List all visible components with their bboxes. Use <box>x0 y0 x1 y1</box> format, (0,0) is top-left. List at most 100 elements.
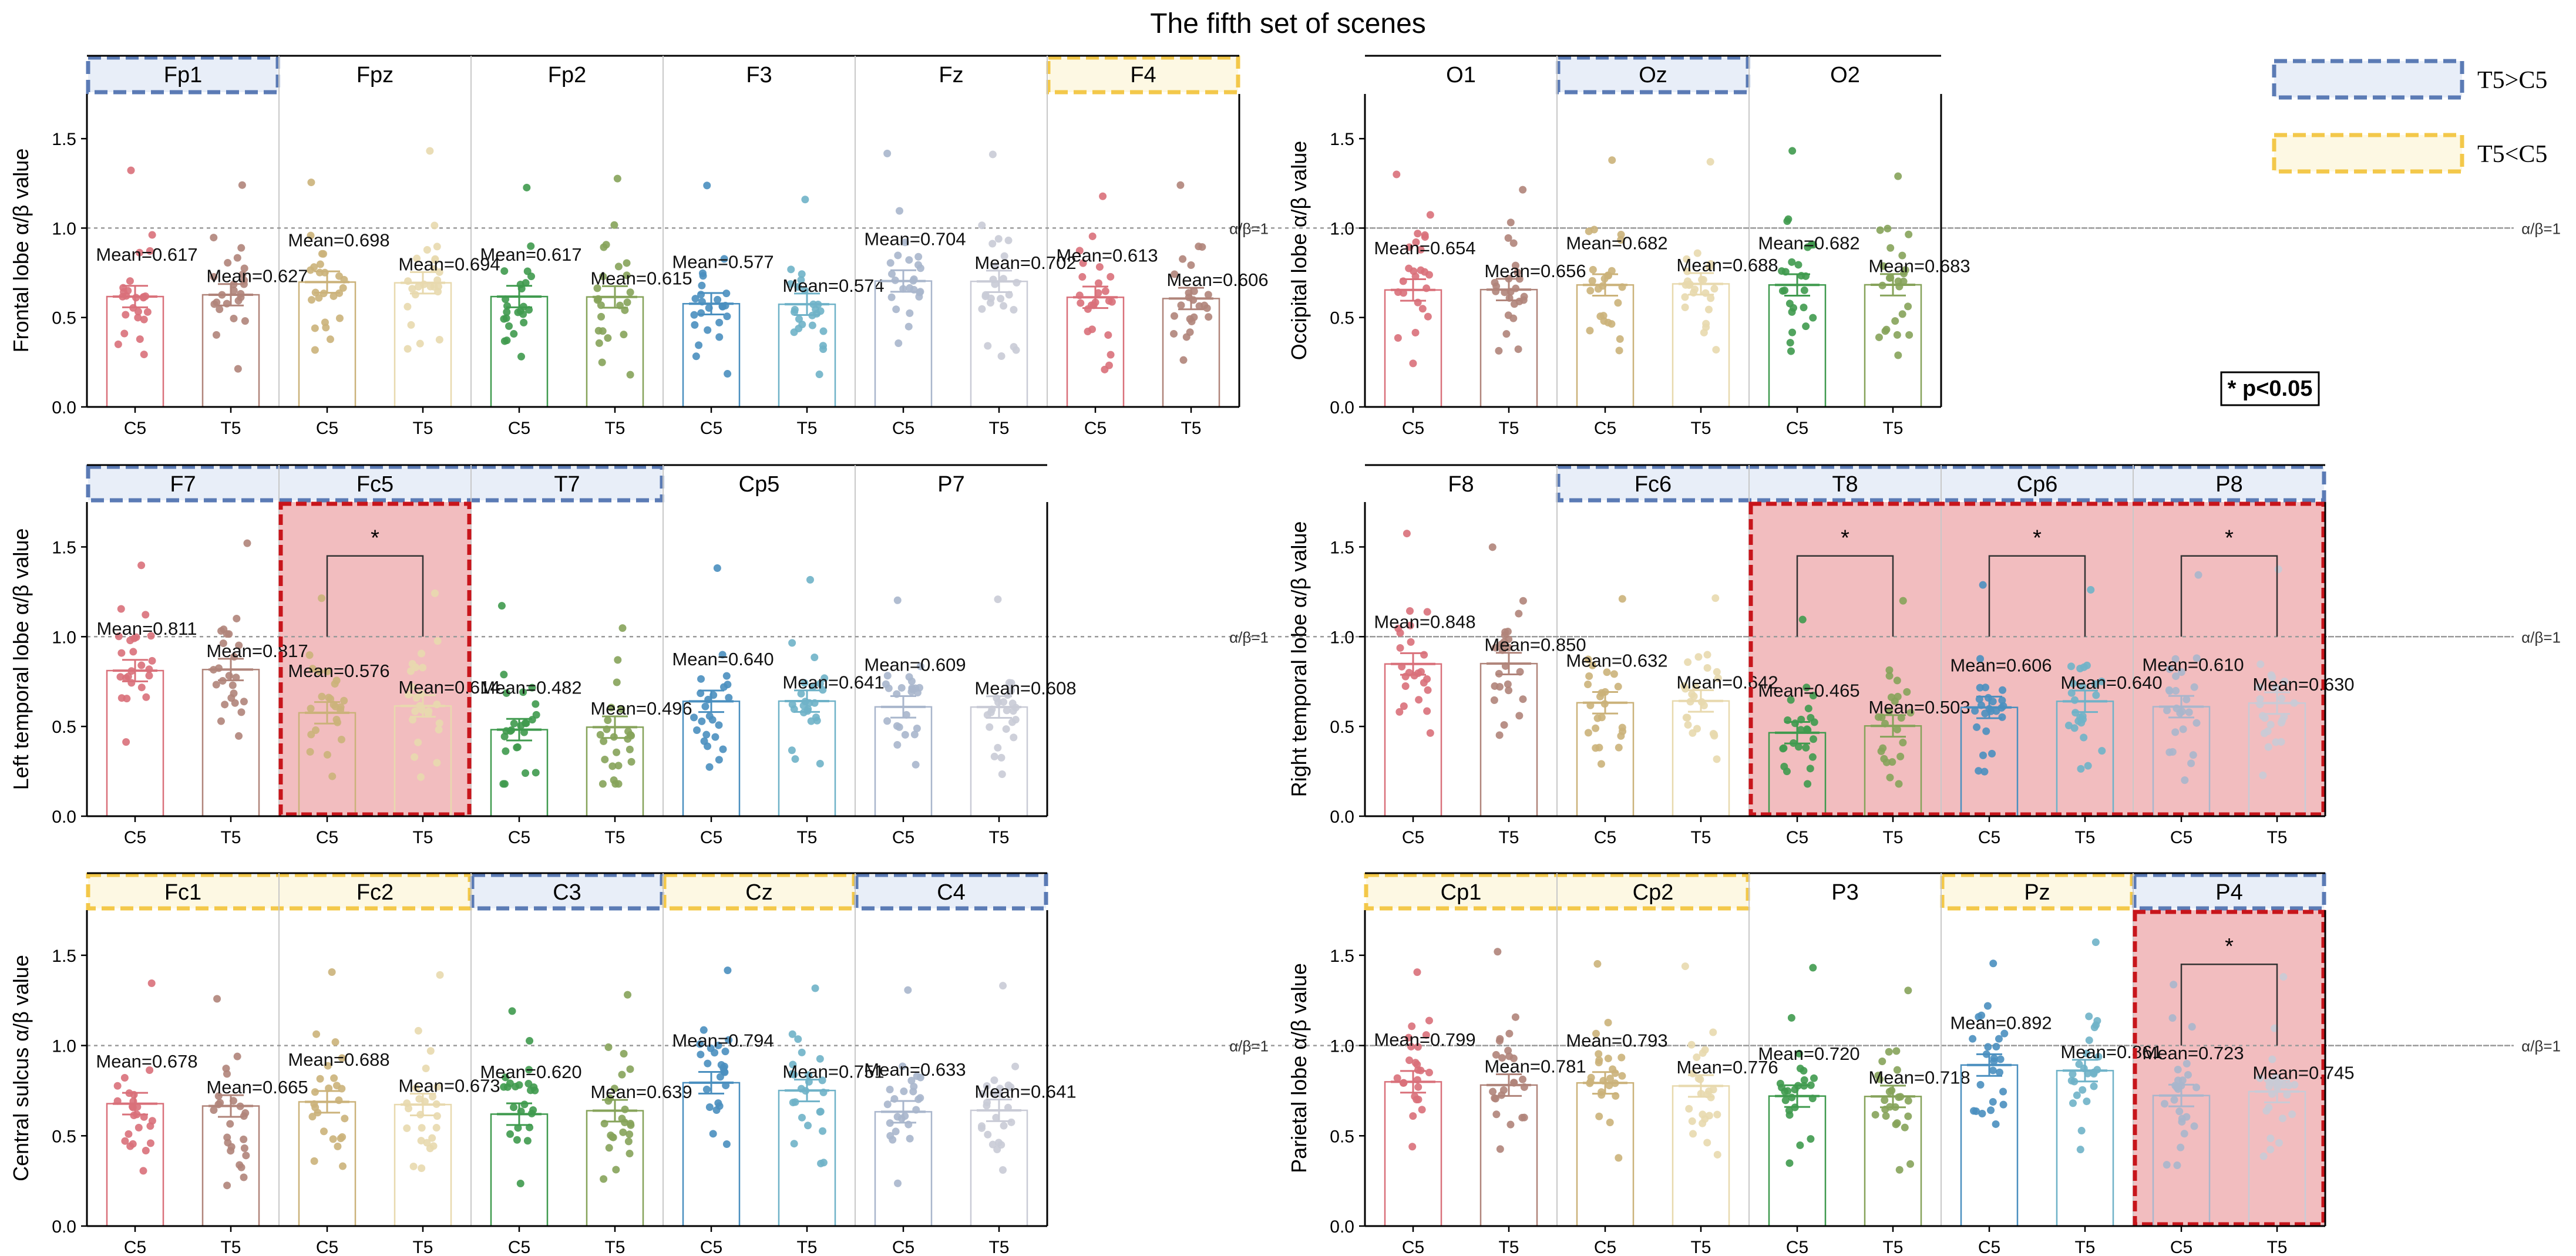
data-point <box>510 1103 518 1112</box>
y-axis-label: Occipital lobe α/β value <box>1287 141 1311 361</box>
data-point <box>1983 1002 1992 1010</box>
data-point <box>788 639 796 647</box>
data-point <box>1514 268 1522 277</box>
data-point <box>1905 331 1913 339</box>
data-point <box>1713 755 1721 763</box>
bar-C4-C5 <box>874 1111 933 1227</box>
data-point <box>1614 299 1622 307</box>
mean-label-Cp2-C5: Mean=0.793 <box>1566 1031 1667 1051</box>
electrode-label-P3: P3 <box>1831 880 1858 905</box>
data-point <box>408 682 416 691</box>
x-tick-label: T5 <box>1690 1238 1711 1256</box>
data-point <box>910 1082 918 1090</box>
data-point <box>691 295 700 303</box>
legend-label-1: T5>C5 <box>2477 67 2547 94</box>
data-point <box>1519 296 1528 304</box>
data-point <box>1998 713 2006 721</box>
data-point <box>126 637 134 645</box>
data-point <box>337 1134 345 1143</box>
data-point <box>506 1130 514 1138</box>
x-tick-label: C5 <box>316 1238 338 1256</box>
y-tick-label: 0.0 <box>1330 807 1354 827</box>
data-point <box>514 1124 522 1132</box>
data-point <box>715 756 723 764</box>
data-point <box>697 291 705 299</box>
data-point <box>2192 1083 2201 1092</box>
data-point <box>1714 674 1722 682</box>
data-point <box>816 307 825 315</box>
data-point <box>912 760 920 769</box>
data-point <box>984 342 992 350</box>
data-point <box>1405 264 1413 272</box>
data-point <box>1190 313 1198 321</box>
data-point <box>901 1112 909 1120</box>
data-point <box>310 1157 318 1165</box>
data-point <box>126 277 134 285</box>
data-point <box>2077 765 2085 773</box>
ref-line-label: α/β=1 <box>1229 628 1269 646</box>
data-point <box>432 1124 440 1132</box>
data-point <box>797 276 805 284</box>
x-tick-label: T5 <box>988 1238 1009 1256</box>
data-point <box>819 686 827 694</box>
x-tick-label: C5 <box>1978 1238 2000 1256</box>
data-point <box>1616 335 1624 343</box>
data-point <box>1703 651 1711 659</box>
data-point <box>520 1100 529 1109</box>
data-point <box>811 654 819 662</box>
data-point <box>2190 683 2198 691</box>
data-point <box>1421 233 1429 241</box>
y-tick-label: 0.0 <box>52 398 76 417</box>
data-point <box>329 292 338 300</box>
x-tick-label: T5 <box>2074 828 2095 847</box>
data-point <box>998 770 1006 779</box>
data-point <box>2097 678 2106 686</box>
mean-label-P7-C5: Mean=0.609 <box>864 655 966 675</box>
data-point <box>614 780 623 788</box>
data-point <box>816 679 824 688</box>
data-point <box>1101 287 1109 295</box>
data-point <box>2079 682 2087 691</box>
data-point <box>1976 1080 1985 1089</box>
data-point <box>899 1062 907 1070</box>
data-point <box>2093 1016 2101 1025</box>
data-point <box>1992 707 2000 715</box>
data-point <box>1584 655 1592 664</box>
mean-label-Cp5-C5: Mean=0.640 <box>672 649 774 669</box>
electrode-label-Fc2: Fc2 <box>357 880 394 905</box>
data-point <box>503 308 511 316</box>
data-point <box>2259 771 2267 779</box>
data-point <box>1491 682 1499 690</box>
data-point <box>816 759 824 767</box>
data-point <box>1495 346 1503 355</box>
mean-label-O2-C5: Mean=0.682 <box>1758 233 1859 253</box>
bar-F4-C5 <box>1066 297 1125 408</box>
data-point <box>1809 314 1817 322</box>
data-point <box>1987 1106 1995 1114</box>
x-tick-label: C5 <box>1786 1238 1808 1256</box>
data-point <box>1798 615 1807 624</box>
data-point <box>1680 682 1688 690</box>
mean-label-P4-C5: Mean=0.723 <box>2142 1043 2244 1063</box>
x-tick-label: T5 <box>220 1238 241 1256</box>
data-point <box>801 679 809 687</box>
data-point <box>893 596 902 604</box>
data-point <box>2165 687 2174 695</box>
x-tick-label: C5 <box>124 1238 146 1256</box>
data-point <box>722 1140 731 1149</box>
data-point <box>240 1173 248 1181</box>
data-point <box>1414 230 1422 238</box>
data-point <box>2172 686 2180 695</box>
data-point <box>1702 319 1710 328</box>
data-point <box>1598 713 1606 722</box>
data-point <box>907 1076 916 1085</box>
mean-label-Fc6-C5: Mean=0.632 <box>1566 651 1667 671</box>
data-point <box>991 262 1000 270</box>
data-point <box>1995 1068 2003 1076</box>
legend-label-2: T5<C5 <box>2477 141 2547 168</box>
electrode-label-Cz: Cz <box>745 880 772 905</box>
data-point <box>624 1137 633 1146</box>
data-point <box>1396 644 1404 652</box>
bar-Cp1-C5 <box>1384 1081 1442 1227</box>
data-point <box>407 321 415 329</box>
